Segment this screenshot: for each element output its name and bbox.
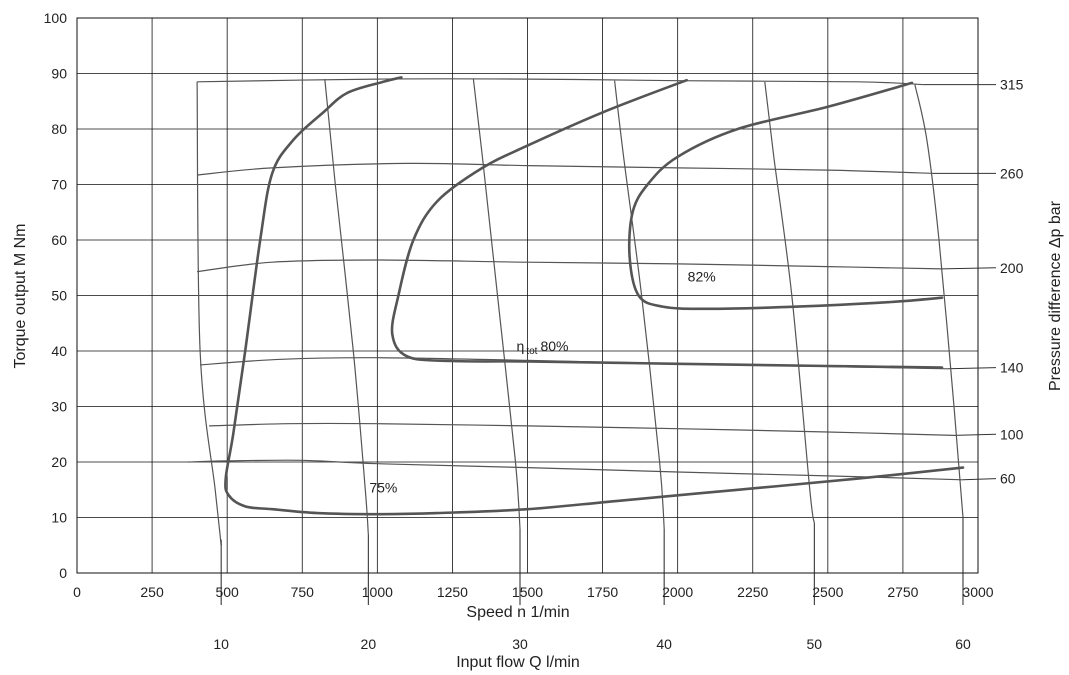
x-tick-label-12: 3000 xyxy=(962,584,993,600)
efficiency-contours xyxy=(224,76,965,516)
flow-line-10 xyxy=(196,81,222,546)
y-axis-title: Torque output M Nm xyxy=(12,224,29,369)
plot-frame xyxy=(76,17,979,574)
flow-line-40 xyxy=(614,80,665,529)
y-tick-labels: 0 10 20 30 40 50 60 70 80 90 100 xyxy=(44,10,68,581)
annotations: 75% η tot 80% 82% xyxy=(369,269,715,496)
x-tick-label-3: 750 xyxy=(291,584,315,600)
pressure-label-100: 100 xyxy=(1000,426,1024,442)
y-tick-label-10: 100 xyxy=(44,10,68,26)
y-tick-label-4: 40 xyxy=(51,343,67,359)
pressure-line-260 xyxy=(197,162,933,176)
x-tick-label-2: 500 xyxy=(215,584,239,600)
pressure-leader-140 xyxy=(947,367,997,370)
x-tick-label-5: 1250 xyxy=(437,584,468,600)
flow-label-60: 60 xyxy=(955,636,971,652)
x-tick-label-0: 0 xyxy=(73,584,81,600)
x-tick-labels: 0 250 500 750 1000 1250 1500 1750 2000 2250 2500 27… xyxy=(73,584,994,600)
x-tick-label-7: 1750 xyxy=(587,584,618,600)
efficiency-contour-80pct xyxy=(390,78,944,369)
x-tick-label-10: 2500 xyxy=(812,584,843,600)
flow-line-30 xyxy=(472,79,521,529)
y-tick-label-2: 20 xyxy=(51,454,67,470)
y-tick-label-0: 0 xyxy=(59,565,67,581)
x-tick-label-9: 2250 xyxy=(737,584,768,600)
x-tick-label-4: 1000 xyxy=(362,584,393,600)
x-tick-label-6: 1500 xyxy=(512,584,543,600)
y-tick-label-1: 10 xyxy=(51,510,67,526)
flow-line-60 xyxy=(914,84,964,518)
x-tick-label-8: 2000 xyxy=(662,584,693,600)
pressure-label-60: 60 xyxy=(1000,471,1016,487)
x-axis-title: Speed n 1/min xyxy=(466,604,569,621)
pressure-leader-60 xyxy=(962,478,997,481)
flow-line-20 xyxy=(324,79,369,535)
efficiency-label-82pct: 82% xyxy=(688,269,716,285)
pressure-line-200 xyxy=(197,259,943,273)
pressure-label-315: 315 xyxy=(1000,77,1024,93)
pressure-line-100 xyxy=(209,422,955,436)
x-tick-label-11: 2750 xyxy=(887,584,918,600)
y-tick-label-7: 70 xyxy=(51,177,67,193)
pressure-leader-200 xyxy=(941,267,997,270)
flow-label-20: 20 xyxy=(361,636,377,652)
y-tick-label-8: 80 xyxy=(51,121,67,137)
efficiency-contour-82pct xyxy=(627,81,944,311)
flow-line-50 xyxy=(764,81,815,524)
x-tick-label-1: 250 xyxy=(140,584,164,600)
efficiency-contour-75pct xyxy=(224,76,965,516)
efficiency-label-75pct: 75% xyxy=(369,480,397,496)
pressure-line-315 xyxy=(197,78,924,86)
pressure-line-60 xyxy=(188,459,964,481)
x2-axis-title: Input flow Q l/min xyxy=(456,654,580,671)
y-tick-label-3: 30 xyxy=(51,399,67,415)
pressure-label-200: 200 xyxy=(1000,260,1024,276)
flow-label-10: 10 xyxy=(213,636,229,652)
efficiency-label-80pct: η tot 80% xyxy=(517,338,569,357)
y-tick-label-6: 60 xyxy=(51,232,67,248)
grid xyxy=(76,17,979,574)
flow-label-40: 40 xyxy=(656,636,672,652)
y-tick-label-5: 50 xyxy=(51,288,67,304)
y2-axis-title: Pressure difference Δp bar xyxy=(1047,200,1064,391)
pressure-leader-100 xyxy=(953,433,997,436)
pressure-lines: 315 260 200 140 100 60 xyxy=(188,77,1024,487)
pressure-label-140: 140 xyxy=(1000,360,1024,376)
flow-label-30: 30 xyxy=(512,636,528,652)
flow-lines: 10 20 30 40 50 60 xyxy=(196,79,971,652)
flow-label-50: 50 xyxy=(807,636,823,652)
pressure-label-260: 260 xyxy=(1000,165,1024,181)
y-tick-label-9: 90 xyxy=(51,66,67,82)
